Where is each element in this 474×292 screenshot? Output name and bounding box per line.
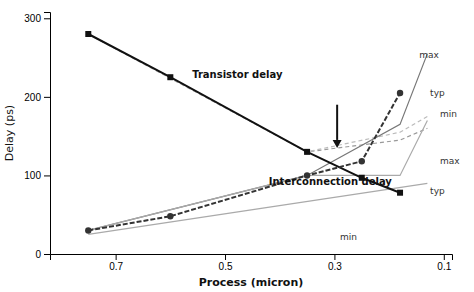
tick-mark [44,254,50,255]
annotation: Transistor delay [192,69,283,80]
tick-label: 0.1 [437,261,451,272]
axis-line [44,13,51,255]
annotation: max [440,156,460,166]
tick-label: 0.5 [219,261,233,272]
tick-label: 300 [24,13,41,24]
annotation: min [440,109,457,119]
tick-mark [334,254,335,260]
annotation: Interconnection delay [269,176,393,187]
y-axis: 0 100 200 300 [24,13,50,260]
tick-label: 0.3 [328,261,342,272]
tick-mark [116,254,117,260]
annotation: typ [430,186,445,196]
series-line [88,54,427,231]
point [167,213,173,219]
point [167,74,173,80]
arrow-head [333,140,342,148]
tick-label: 200 [24,92,41,103]
tick-label: 100 [24,170,41,181]
point [397,190,403,196]
tick: 200 [24,92,50,103]
series-line [88,34,427,152]
annotation: max [419,50,439,60]
point [304,149,310,155]
tick-mark [44,18,50,19]
tick: 0.3 [328,254,342,272]
tick: 100 [24,170,50,181]
marks [85,31,427,234]
tick-label: 0.7 [109,261,123,272]
tick: 0 [35,249,50,260]
tick-mark [44,97,50,98]
tick: 0.7 [109,254,123,272]
tick-mark [225,254,226,260]
x-axis-title: Process (micron) [199,276,304,289]
point [397,90,403,96]
tick: 0.5 [219,254,233,272]
point [85,31,91,37]
point [85,227,91,233]
series-line [88,34,427,152]
arrow-shaft [336,105,338,140]
plot: 0.7 0.5 0.3 0.1 0 100 200 300 Transistor delay In… [24,13,460,273]
chart: 0.7 0.5 0.3 0.1 0 100 200 300 Transistor delay In… [0,0,474,292]
y-axis-title: Delay (ps) [3,105,16,161]
tick-label: 0 [35,249,41,260]
x-axis: 0.7 0.5 0.3 0.1 [51,254,453,272]
tick: 0.1 [437,254,451,272]
arrow [333,105,342,148]
axis-line [51,255,453,261]
tick-mark [444,254,445,260]
series-line [88,34,400,193]
point [359,158,365,164]
tick: 300 [24,13,50,24]
series-line [88,93,400,231]
annotations: Transistor delay Interconnection delay max… [192,50,460,241]
annotation: typ [430,88,445,98]
series-line [88,183,427,234]
tick-mark [44,175,50,176]
annotation: min [340,232,357,242]
